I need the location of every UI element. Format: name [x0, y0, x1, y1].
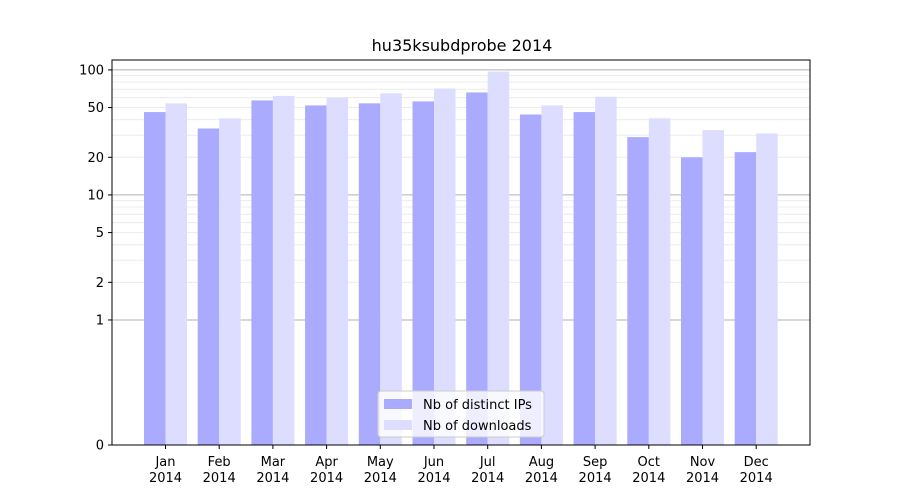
legend-swatch [384, 420, 412, 430]
bar-downloads [272, 95, 295, 446]
bars [144, 71, 778, 446]
bar-distinct-ips [305, 105, 327, 446]
bar-distinct-ips [466, 92, 488, 446]
bar-downloads [434, 88, 456, 446]
bar-downloads [648, 118, 671, 445]
bar-distinct-ips [144, 112, 166, 445]
y-tick-label: 10 [87, 188, 104, 203]
legend: Nb of distinct IPs Nb of downloads [377, 390, 545, 438]
legend-label: Nb of distinct IPs [423, 398, 532, 413]
y-axis: 0 1 2 5 10 20 50 100 [79, 63, 112, 454]
legend-swatch [384, 399, 412, 409]
bar-distinct-ips [251, 100, 273, 445]
y-tick-label: 1 [96, 313, 104, 328]
bar-distinct-ips [358, 103, 381, 446]
chart-title: hu35ksubdprobe 2014 [372, 36, 553, 55]
bar-downloads [541, 105, 563, 446]
x-tick-label: Mar 2014 [256, 455, 289, 486]
y-tick-label: 2 [96, 276, 104, 291]
x-tick-label: Apr 2014 [310, 455, 343, 486]
x-axis: Jan 2014 Feb 2014 Mar 2014 Apr 2014 May 2014 Jun 20… [149, 445, 773, 486]
bar-distinct-ips [734, 152, 757, 445]
bar-downloads [326, 97, 349, 445]
x-tick-label: Dec 2014 [740, 455, 773, 486]
bar-distinct-ips [412, 101, 434, 445]
bar-distinct-ips [627, 137, 649, 445]
x-tick-label: Jun 2014 [417, 455, 450, 486]
x-tick-label: Aug 2014 [525, 455, 558, 486]
x-tick-label: Jul 2014 [471, 455, 504, 486]
plot-frame [111, 59, 811, 446]
bar-distinct-ips [197, 128, 220, 445]
x-tick-label: Sep 2014 [579, 455, 612, 486]
bar-downloads [165, 103, 187, 446]
x-tick-label: Nov 2014 [686, 455, 719, 486]
y-tick-label: 0 [96, 439, 104, 454]
x-tick-label: May 2014 [364, 455, 397, 486]
bar-downloads [487, 71, 510, 445]
x-tick-label: Feb 2014 [203, 455, 236, 486]
bar-distinct-ips [681, 157, 703, 445]
y-tick-label: 20 [87, 151, 104, 166]
bar-downloads [595, 96, 617, 445]
bar-distinct-ips [519, 114, 542, 445]
bar-downloads [380, 93, 402, 446]
y-tick-label: 100 [79, 63, 104, 78]
x-tick-label: Oct 2014 [632, 455, 665, 486]
y-tick-label: 50 [87, 101, 104, 116]
bar-distinct-ips [573, 112, 596, 445]
legend-box [377, 390, 545, 438]
bar-downloads [702, 130, 724, 445]
bar-downloads [219, 118, 241, 445]
legend-label: Nb of downloads [423, 419, 532, 434]
y-tick-label: 5 [96, 226, 104, 241]
x-tick-label: Jan 2014 [149, 455, 182, 486]
bar-downloads [756, 133, 778, 445]
